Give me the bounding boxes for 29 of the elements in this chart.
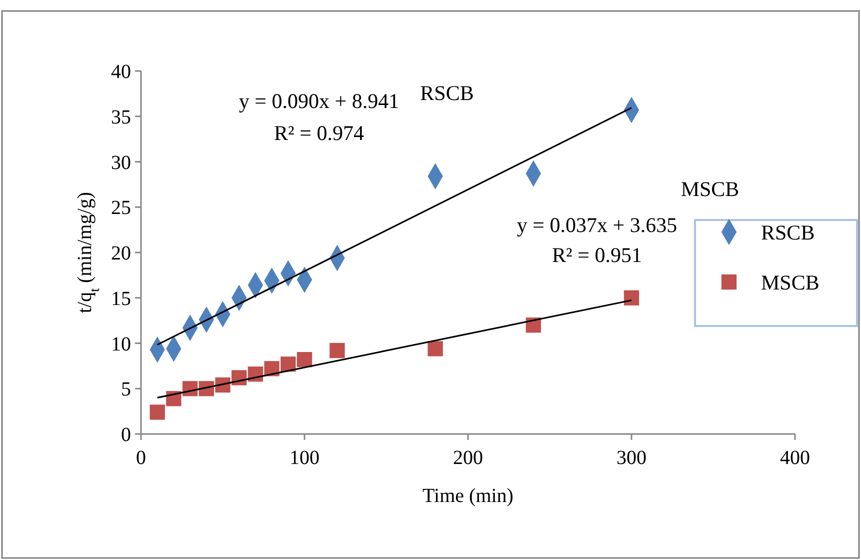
x-tick-label: 400 xyxy=(780,447,810,469)
point xyxy=(280,356,296,372)
point xyxy=(330,342,345,358)
y-tick-label: 15 xyxy=(111,288,131,310)
annotation: y = 0.090x + 8.941 xyxy=(238,89,400,113)
y-tick-label: 20 xyxy=(111,242,131,264)
point xyxy=(150,404,165,420)
x-tick-label: 0 xyxy=(136,447,146,469)
y-tick-label: 10 xyxy=(111,333,131,356)
x-tick-label: 200 xyxy=(453,447,483,469)
x-tick-label: 100 xyxy=(290,447,320,469)
legend-label: RSCB xyxy=(761,220,815,244)
y-tick-label: 40 xyxy=(111,61,131,83)
x-axis-title: Time (min) xyxy=(422,485,514,507)
annotation: y = 0.037x + 3.635 xyxy=(516,213,678,237)
annotation: RSCB xyxy=(420,81,474,105)
y-tick-label: 25 xyxy=(111,197,131,220)
y-tick-label: 5 xyxy=(121,378,131,401)
y-tick-label: 35 xyxy=(111,106,131,128)
x-tick-label: 300 xyxy=(616,447,646,469)
point xyxy=(296,352,312,368)
annotation: R² = 0.951 xyxy=(552,243,642,267)
annotation: MSCB xyxy=(680,177,740,201)
annotation: R² = 0.974 xyxy=(274,121,364,145)
legend-label: MSCB xyxy=(761,270,820,294)
point xyxy=(428,341,443,356)
y-tick-label: 30 xyxy=(111,152,131,174)
y-tick-label: 0 xyxy=(121,424,131,446)
point xyxy=(624,290,640,306)
